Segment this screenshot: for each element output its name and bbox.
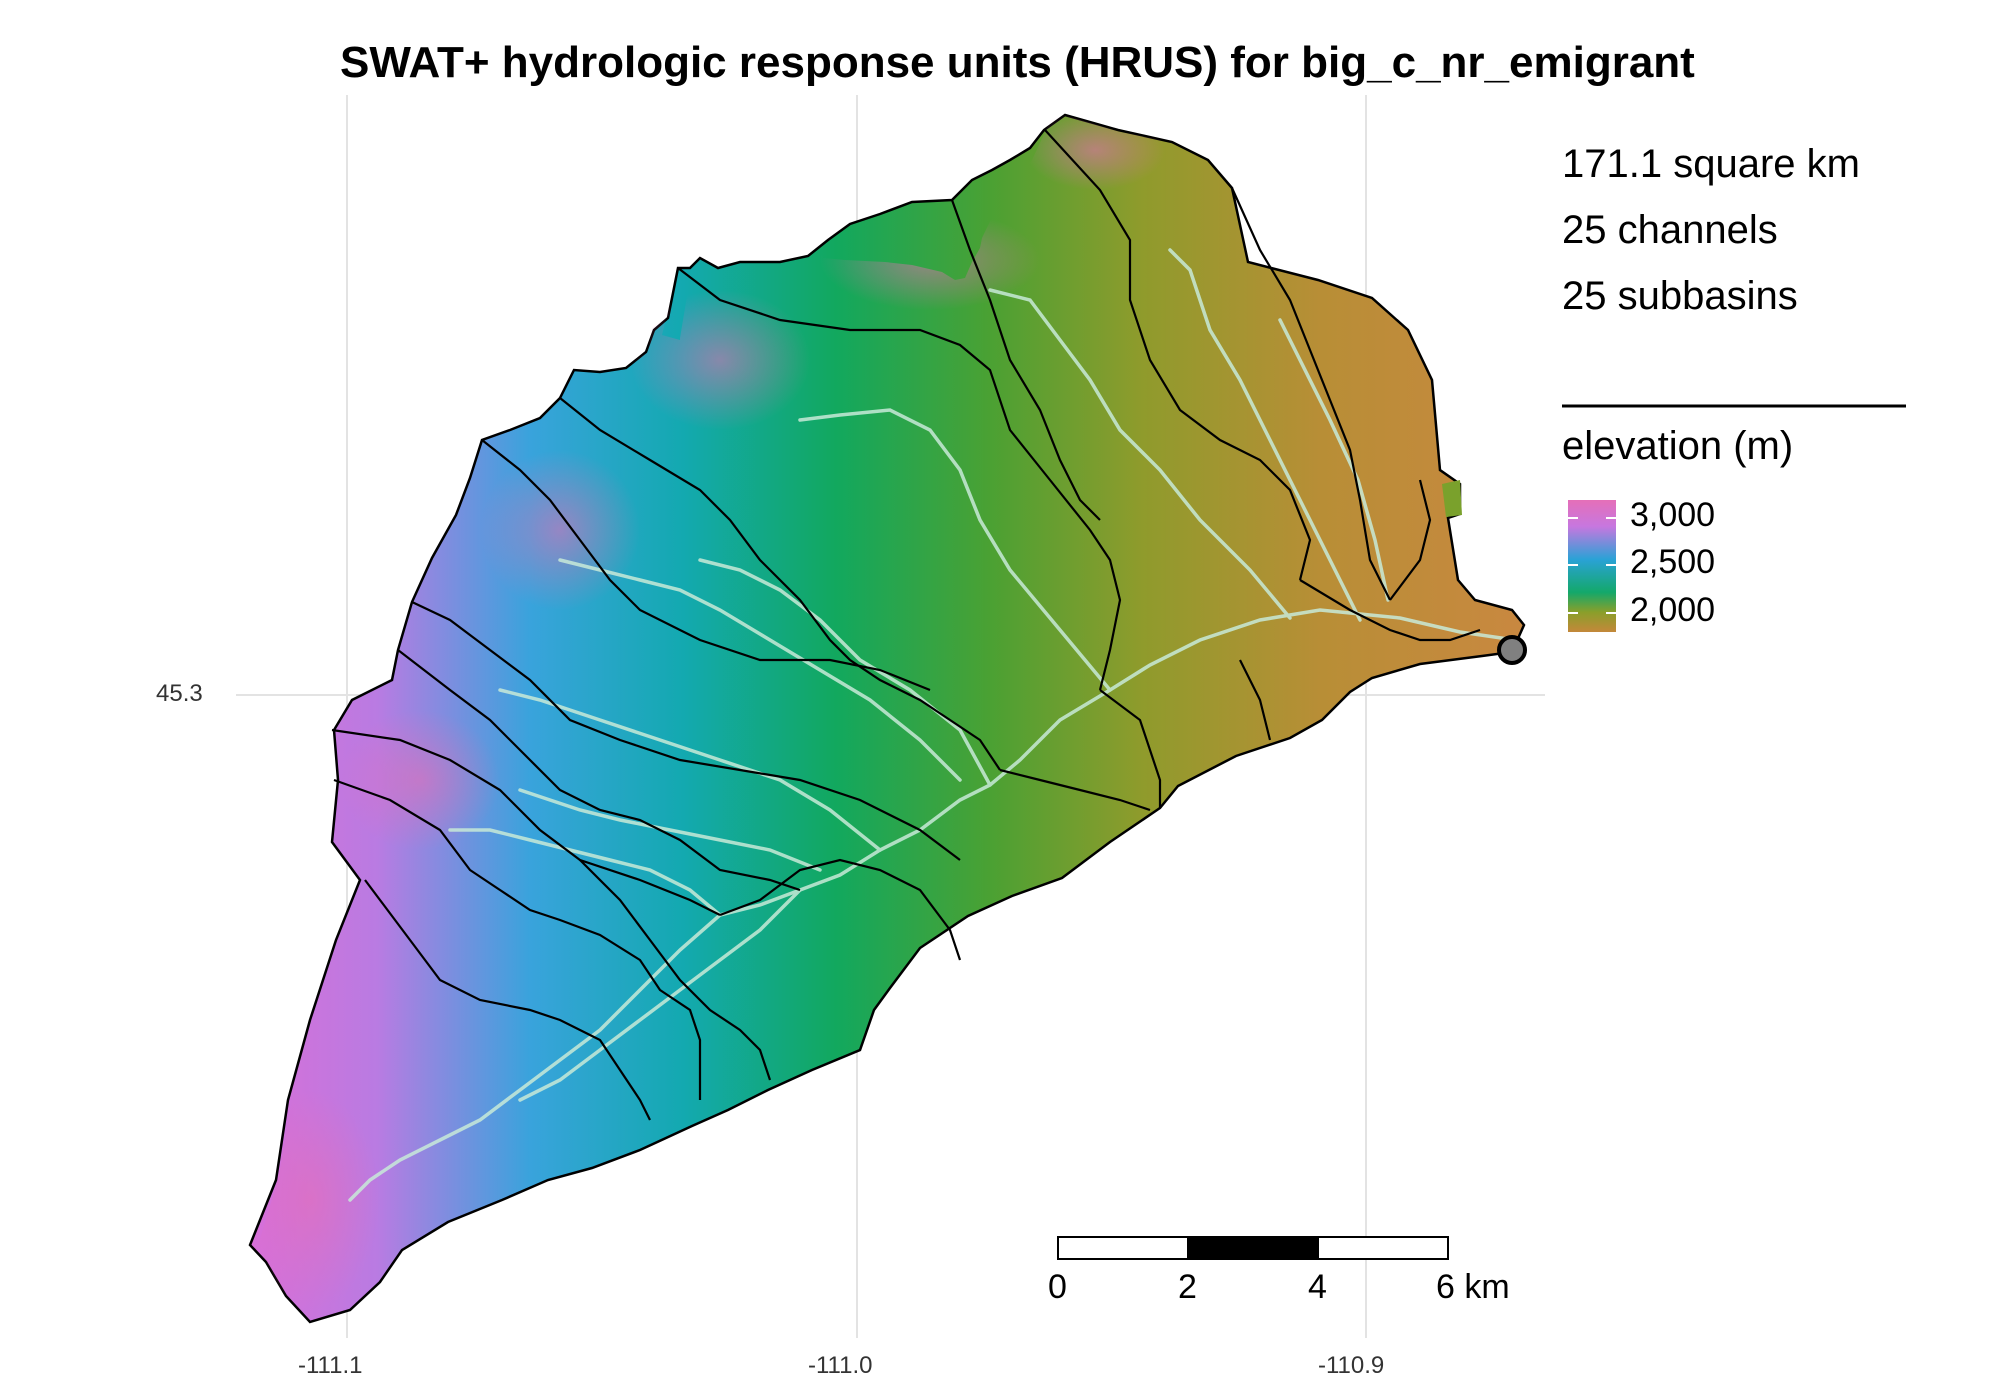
channel-west-1 bbox=[558, 558, 962, 782]
channel-sw-3 bbox=[348, 913, 722, 1202]
legend-label-2500: 2,500 bbox=[1630, 543, 1716, 581]
x-tick-label-1: -111.0 bbox=[808, 1352, 873, 1379]
scale-label-0: 0 bbox=[1048, 1268, 1067, 1306]
stat-area: 171.1 square km bbox=[1562, 142, 1860, 186]
y-tick-label: 45.3 bbox=[156, 680, 203, 707]
channel-north-1 bbox=[1278, 318, 1390, 602]
channel-west-3 bbox=[518, 788, 822, 872]
legend-label-2000: 2,000 bbox=[1630, 591, 1716, 629]
stat-channels: 25 channels bbox=[1562, 208, 1778, 252]
channel-mid-1 bbox=[798, 408, 1112, 692]
channel-sw-1 bbox=[448, 828, 722, 917]
legend-label-3000: 3,000 bbox=[1630, 496, 1716, 534]
channel-west-2 bbox=[498, 688, 882, 852]
x-tick-label-2: -110.9 bbox=[1318, 1352, 1385, 1379]
channel-north-2 bbox=[1168, 248, 1362, 622]
outlet-point-icon bbox=[1497, 635, 1527, 665]
scale-bar bbox=[1057, 1236, 1449, 1260]
scale-label-6km: 6 km bbox=[1436, 1268, 1510, 1306]
scale-label-4: 4 bbox=[1308, 1268, 1327, 1306]
channel-network bbox=[348, 248, 1517, 1202]
channel-main bbox=[718, 608, 1517, 917]
subbasin-boundaries bbox=[331, 129, 1481, 1121]
stat-subbasins: 25 subbasins bbox=[1562, 274, 1798, 318]
channel-north-3 bbox=[988, 288, 1292, 620]
x-tick-label-0: -111.1 bbox=[298, 1352, 363, 1379]
channel-mid-2 bbox=[698, 558, 992, 787]
scale-label-2: 2 bbox=[1178, 1268, 1197, 1306]
channel-sw-2 bbox=[518, 888, 802, 1102]
watershed-elevation bbox=[248, 112, 1526, 1324]
outlet-patch bbox=[1442, 480, 1462, 517]
legend-title: elevation (m) bbox=[1562, 424, 1794, 468]
map-title: SWAT+ hydrologic response units (HRUS) f… bbox=[340, 38, 1695, 87]
